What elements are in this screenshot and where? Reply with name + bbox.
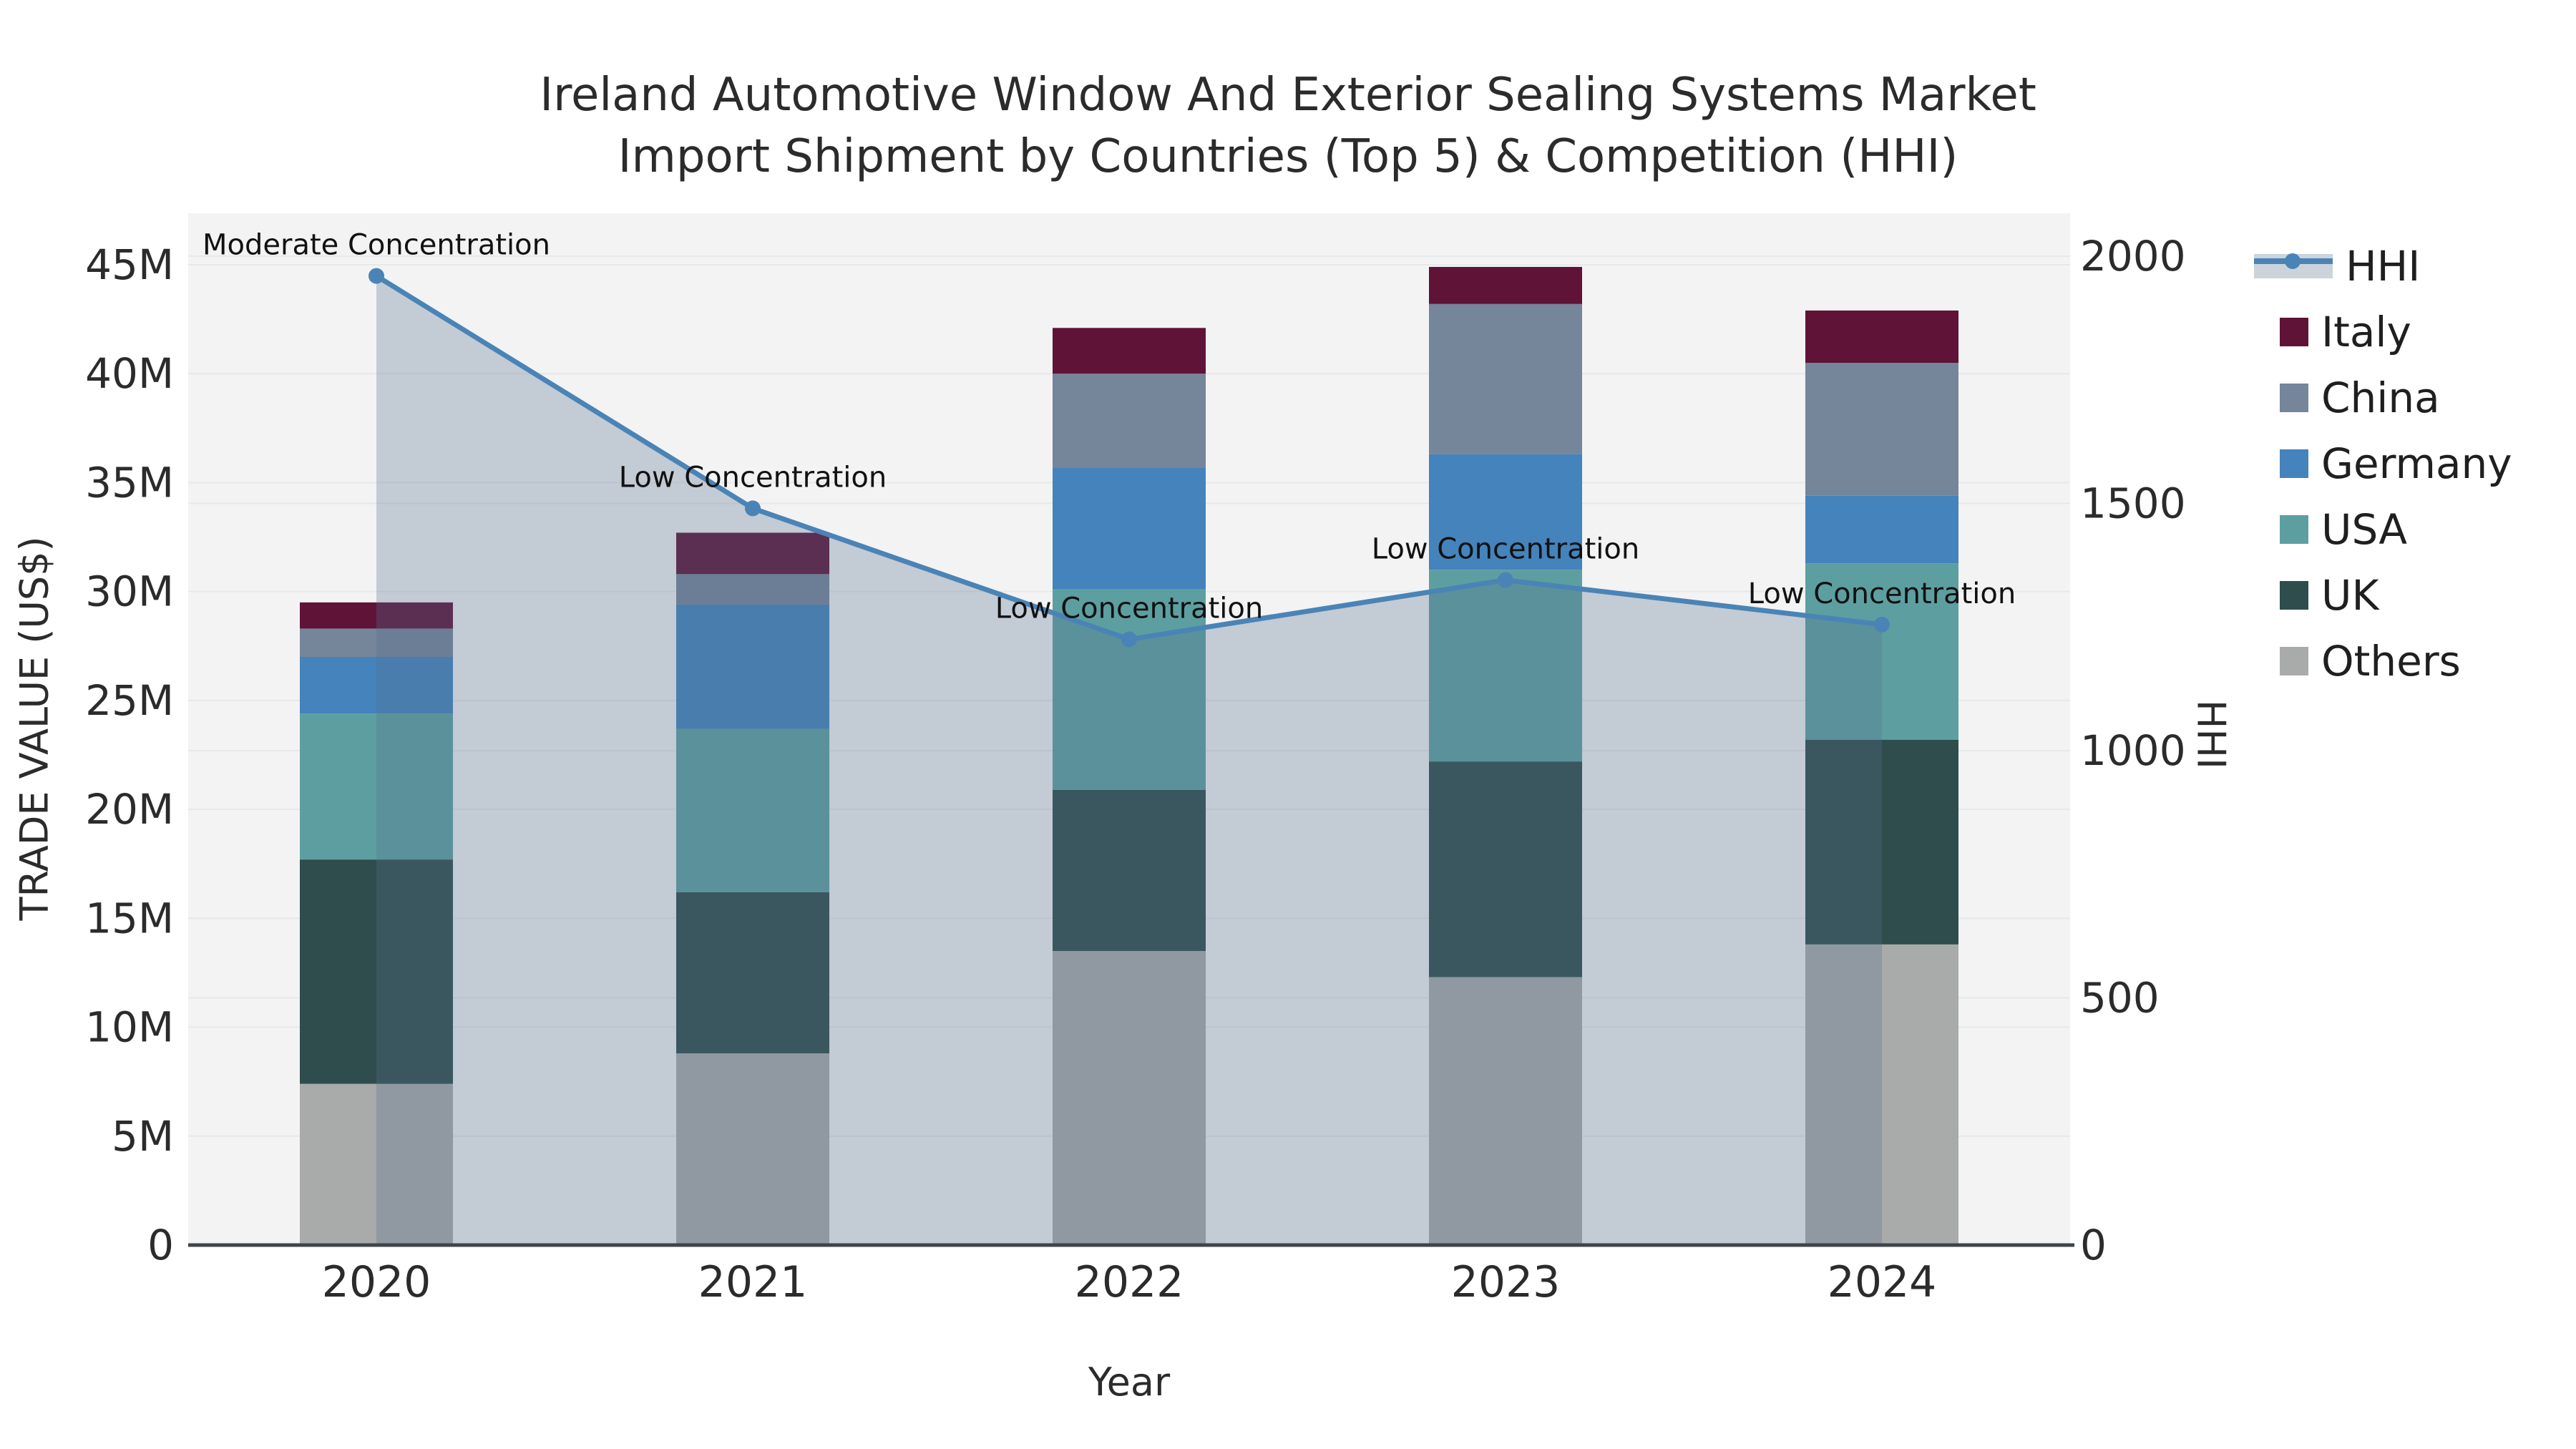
y-right-tick-label: 2000	[2080, 232, 2186, 280]
legend-label-italy: Italy	[2321, 308, 2411, 356]
bar-segment-china-2022	[1053, 374, 1206, 468]
bar-segment-germany-2022	[1053, 467, 1206, 590]
bar-segment-china-2020	[300, 628, 453, 657]
legend-item-others[interactable]: Others	[2254, 628, 2512, 694]
bar-segment-italy-2022	[1053, 328, 1206, 374]
y-left-tick-label: 10M	[85, 1003, 174, 1052]
y-right-tick-label: 0	[2080, 1221, 2107, 1269]
bar-segment-germany-2023	[1429, 454, 1582, 570]
y-right-tick-label: 1000	[2080, 726, 2186, 775]
x-tick-label-2023: 2023	[1451, 1257, 1561, 1307]
bar-segment-italy-2020	[300, 602, 453, 629]
legend-label-others: Others	[2321, 637, 2461, 686]
bar-segment-others-2024	[1805, 944, 1958, 1245]
bar-segment-usa-2020	[300, 713, 453, 860]
legend-label-china: China	[2321, 374, 2440, 422]
y-left-tick-label: 15M	[85, 894, 174, 942]
legend-swatch-uk	[2280, 581, 2308, 610]
annotation-2023: Low Concentration	[1372, 533, 1639, 566]
bar-segment-uk-2021	[676, 892, 829, 1054]
legend-item-china[interactable]: China	[2254, 365, 2512, 431]
legend-item-usa[interactable]: USA	[2254, 497, 2512, 562]
x-tick-label-2024: 2024	[1828, 1257, 1937, 1307]
bar-segment-uk-2020	[300, 859, 453, 1084]
legend-label-germany: Germany	[2321, 439, 2512, 488]
bar-segment-usa-2023	[1429, 570, 1582, 762]
bar-segment-china-2021	[676, 574, 829, 605]
bar-segment-others-2020	[300, 1083, 453, 1245]
legend-hhi-line-icon	[2254, 253, 2333, 278]
chart-title-line1: Ireland Automotive Window And Exterior S…	[540, 69, 2036, 122]
legend-swatch-china	[2280, 384, 2308, 412]
bar-segment-germany-2020	[300, 657, 453, 714]
y-left-tick-label: 40M	[85, 349, 174, 398]
bar-segment-others-2022	[1053, 951, 1206, 1245]
bar-segment-uk-2024	[1805, 739, 1958, 945]
annotation-2024: Low Concentration	[1748, 577, 2016, 610]
bar-segment-others-2021	[676, 1053, 829, 1245]
legend-swatch-italy	[2280, 318, 2308, 346]
x-axis-title: Year	[1088, 1360, 1171, 1405]
y-right-tick-label: 500	[2080, 974, 2160, 1023]
x-tick-label-2021: 2021	[698, 1257, 808, 1307]
legend-swatch-germany	[2280, 449, 2308, 478]
bar-segment-italy-2021	[676, 532, 829, 575]
bar-segment-china-2023	[1429, 303, 1582, 454]
hhi-marker-2023	[1498, 572, 1513, 588]
legend: HHI Italy China Germany USA UK Others	[2254, 233, 2512, 694]
annotation-2021: Low Concentration	[619, 461, 887, 494]
y-left-tick-label: 35M	[85, 458, 174, 507]
y-left-tick-label: 20M	[85, 785, 174, 834]
legend-item-uk[interactable]: UK	[2254, 562, 2512, 628]
legend-swatch-usa	[2280, 515, 2308, 544]
hhi-marker-2021	[745, 500, 761, 517]
bar-segment-usa-2024	[1805, 563, 1958, 740]
hhi-marker-2024	[1874, 616, 1890, 633]
legend-item-italy[interactable]: Italy	[2254, 299, 2512, 365]
hhi-area-fill	[376, 275, 1882, 1245]
bar-segment-italy-2024	[1805, 310, 1958, 363]
bar-segment-uk-2023	[1429, 761, 1582, 977]
bar-segment-china-2024	[1805, 363, 1958, 496]
legend-swatch-others	[2280, 647, 2308, 675]
bar-segment-uk-2022	[1053, 789, 1206, 951]
bar-segment-germany-2021	[676, 604, 829, 729]
bar-segment-italy-2023	[1429, 267, 1582, 304]
hhi-marker-2020	[369, 268, 384, 284]
bar-segment-germany-2024	[1805, 495, 1958, 564]
annotation-2022: Low Concentration	[995, 592, 1263, 625]
bar-segment-usa-2021	[676, 728, 829, 892]
y-left-tick-label: 30M	[85, 567, 174, 616]
x-tick-label-2020: 2020	[322, 1257, 431, 1307]
legend-label-usa: USA	[2321, 505, 2408, 554]
y-left-tick-label: 45M	[85, 240, 174, 289]
x-tick-label-2022: 2022	[1075, 1257, 1184, 1307]
hhi-marker-2022	[1121, 631, 1137, 648]
legend-label-uk: UK	[2321, 571, 2379, 620]
y-left-tick-label: 5M	[112, 1112, 174, 1161]
bar-segment-others-2023	[1429, 977, 1582, 1245]
y-left-tick-label: 25M	[85, 676, 174, 725]
annotation-2020: Moderate Concentration	[203, 229, 550, 262]
legend-item-germany[interactable]: Germany	[2254, 431, 2512, 497]
y-left-tick-label: 0	[147, 1221, 174, 1269]
y-left-axis-title: TRADE VALUE (US$)	[11, 536, 57, 921]
y-right-tick-label: 1500	[2080, 479, 2186, 528]
legend-label-hhi: HHI	[2346, 242, 2421, 291]
chart-title-line2: Import Shipment by Countries (Top 5) & C…	[618, 130, 1958, 183]
y-right-axis-title: HHI	[2188, 699, 2234, 770]
legend-item-hhi[interactable]: HHI	[2254, 233, 2512, 299]
